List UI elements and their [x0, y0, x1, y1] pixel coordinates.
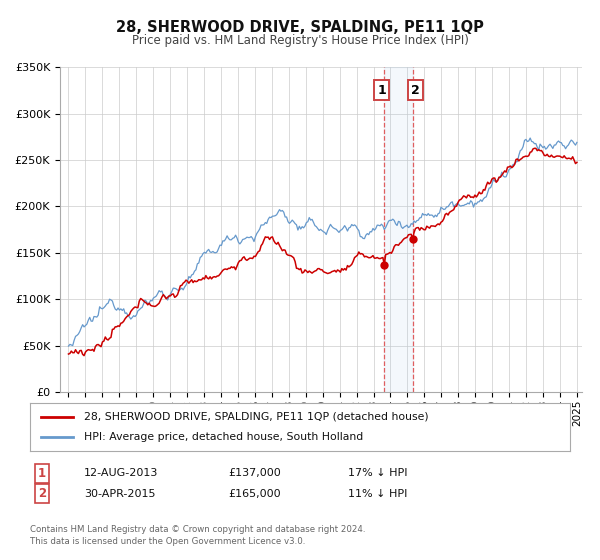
- Text: 11% ↓ HPI: 11% ↓ HPI: [348, 489, 407, 499]
- HPI: Average price, detached house, South Holland: (2e+03, 7.86e+04): Average price, detached house, South Hol…: [127, 316, 134, 323]
- HPI: Average price, detached house, South Holland: (2.02e+03, 2.69e+05): Average price, detached house, South Hol…: [574, 139, 581, 146]
- HPI: Average price, detached house, South Holland: (2e+03, 1.58e+05): Average price, detached house, South Hol…: [217, 242, 224, 249]
- Text: 28, SHERWOOD DRIVE, SPALDING, PE11 1QP: 28, SHERWOOD DRIVE, SPALDING, PE11 1QP: [116, 20, 484, 35]
- HPI: Average price, detached house, South Holland: (2.01e+03, 1.66e+05): Average price, detached house, South Hol…: [242, 235, 249, 242]
- Text: 12-AUG-2013: 12-AUG-2013: [84, 468, 158, 478]
- HPI: Average price, detached house, South Holland: (2e+03, 1.66e+05): Average price, detached house, South Hol…: [233, 235, 241, 241]
- Bar: [384, 67, 413, 392]
- 28, SHERWOOD DRIVE, SPALDING, PE11 1QP (detached house): [80, 352, 88, 359]
- 28, SHERWOOD DRIVE, SPALDING, PE11 1QP (detached house): [574, 159, 581, 166]
- Text: Price paid vs. HM Land Registry's House Price Index (HPI): Price paid vs. HM Land Registry's House …: [131, 34, 469, 46]
- HPI: Average price, detached house, South Holland: (2e+03, 4.95e+04): Average price, detached house, South Hol…: [65, 343, 72, 349]
- 28, SHERWOOD DRIVE, SPALDING, PE11 1QP (detached house): [244, 257, 251, 264]
- 28, SHERWOOD DRIVE, SPALDING, PE11 1QP (detached house): [235, 259, 242, 266]
- 28, SHERWOOD DRIVE, SPALDING, PE11 1QP (detached house): [65, 351, 72, 357]
- Line: HPI: Average price, detached house, South Holland: HPI: Average price, detached house, Sout…: [68, 138, 577, 346]
- 28, SHERWOOD DRIVE, SPALDING, PE11 1QP (detached house): [289, 253, 296, 260]
- HPI: Average price, detached house, South Holland: (2.02e+03, 2.67e+05): Average price, detached house, South Hol…: [547, 141, 554, 147]
- Line: 28, SHERWOOD DRIVE, SPALDING, PE11 1QP (detached house): 28, SHERWOOD DRIVE, SPALDING, PE11 1QP (…: [68, 148, 577, 356]
- Text: 30-APR-2015: 30-APR-2015: [84, 489, 155, 499]
- Text: 1: 1: [38, 466, 46, 480]
- Text: Contains HM Land Registry data © Crown copyright and database right 2024.: Contains HM Land Registry data © Crown c…: [30, 525, 365, 534]
- Text: This data is licensed under the Open Government Licence v3.0.: This data is licensed under the Open Gov…: [30, 537, 305, 546]
- Text: HPI: Average price, detached house, South Holland: HPI: Average price, detached house, Sout…: [84, 432, 363, 442]
- Text: 2: 2: [411, 84, 420, 97]
- Text: 17% ↓ HPI: 17% ↓ HPI: [348, 468, 407, 478]
- 28, SHERWOOD DRIVE, SPALDING, PE11 1QP (detached house): [128, 306, 136, 313]
- 28, SHERWOOD DRIVE, SPALDING, PE11 1QP (detached house): [531, 145, 538, 152]
- Text: 1: 1: [377, 84, 386, 97]
- Text: 28, SHERWOOD DRIVE, SPALDING, PE11 1QP (detached house): 28, SHERWOOD DRIVE, SPALDING, PE11 1QP (…: [84, 412, 428, 422]
- 28, SHERWOOD DRIVE, SPALDING, PE11 1QP (detached house): [548, 152, 555, 158]
- 28, SHERWOOD DRIVE, SPALDING, PE11 1QP (detached house): [218, 269, 225, 276]
- Text: 2: 2: [38, 487, 46, 501]
- HPI: Average price, detached house, South Holland: (2.01e+03, 1.83e+05): Average price, detached house, South Hol…: [287, 218, 295, 225]
- Text: £165,000: £165,000: [228, 489, 281, 499]
- Text: £137,000: £137,000: [228, 468, 281, 478]
- HPI: Average price, detached house, South Holland: (2.02e+03, 2.74e+05): Average price, detached house, South Hol…: [527, 134, 534, 141]
